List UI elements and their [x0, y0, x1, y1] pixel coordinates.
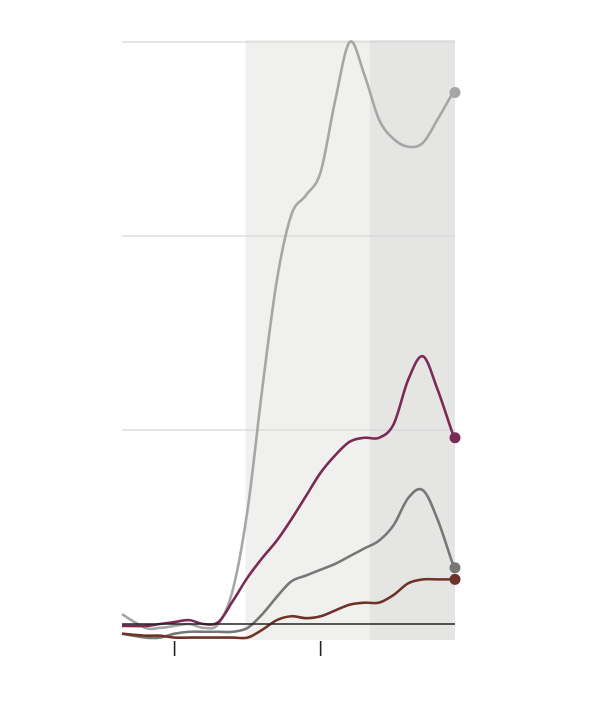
line: [121, 577, 455, 640]
end-marker: [449, 86, 461, 98]
end-marker: [449, 562, 461, 574]
shaded-range: [245, 40, 370, 640]
line: [121, 354, 457, 628]
end-marker: [449, 573, 461, 585]
end-marker: [449, 432, 461, 444]
line: [121, 487, 457, 640]
shaded-range: [369, 40, 455, 640]
